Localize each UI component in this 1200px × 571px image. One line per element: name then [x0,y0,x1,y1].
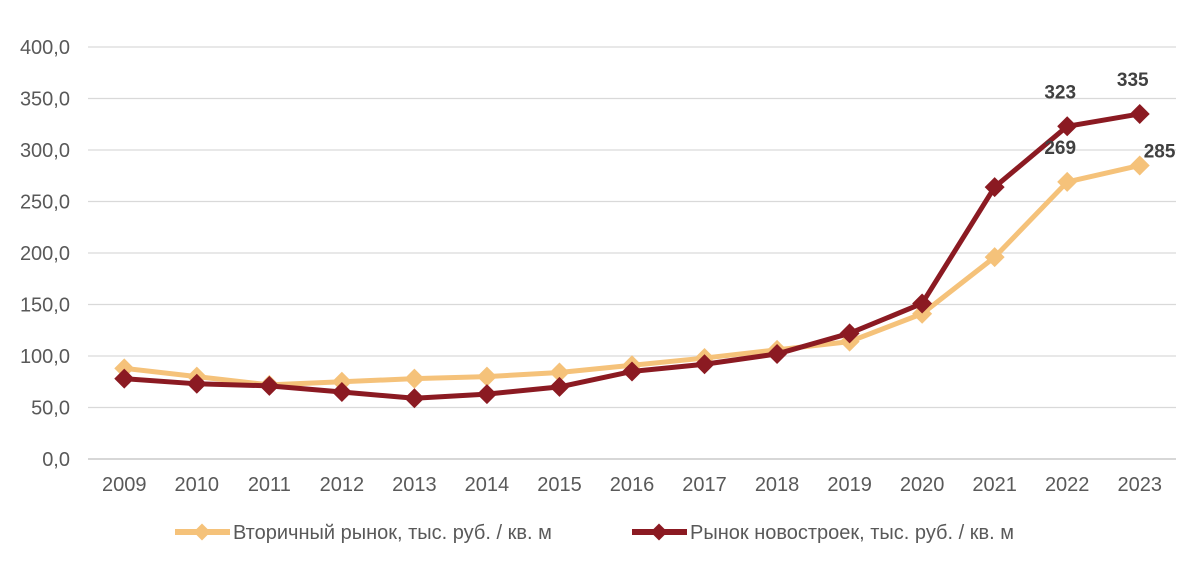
data-point-marker [767,343,788,364]
legend-label-new-buildings: Рынок новостроек, тыс. руб. / кв. м [690,522,1014,544]
legend-item-new-buildings: Рынок новостроек, тыс. руб. / кв. м [632,522,1014,544]
gridlines [88,46,1176,460]
legend-swatch-marker [650,523,668,541]
data-label: 323 [1044,82,1076,103]
legend-swatch-marker [193,523,211,541]
data-point-marker [404,388,425,409]
data-point-marker [984,247,1005,268]
legend-item-secondary-market: Вторичный рынок, тыс. руб. / кв. м [175,522,552,544]
x-tick-label: 2017 [682,474,727,496]
y-tick-label: 300,0 [20,140,70,162]
data-point-marker [549,376,570,397]
y-tick-label: 0,0 [42,449,70,471]
x-tick-label: 2020 [900,474,945,496]
data-point-marker [694,354,715,375]
data-point-marker [549,362,570,383]
y-tick-label: 250,0 [20,192,70,214]
x-tick-label: 2013 [392,474,437,496]
legend-label-secondary-market: Вторичный рынок, тыс. руб. / кв. м [233,522,552,544]
x-tick-label: 2016 [610,474,655,496]
series-1 [114,103,1150,409]
y-tick-label: 350,0 [20,89,70,111]
y-tick-label: 150,0 [20,295,70,317]
data-point-marker [1129,155,1150,176]
data-point-marker [476,366,497,387]
data-point-marker [476,384,497,405]
x-tick-label: 2023 [1117,474,1162,496]
data-point-marker [984,177,1005,198]
data-label: 335 [1117,70,1149,91]
x-tick-label: 2009 [102,474,147,496]
y-axis-labels: 0,0 50,0 100,0 150,0 200,0 250,0 300,0 350,0 400… [20,37,70,471]
data-point-marker [912,293,933,314]
data-point-marker [1057,171,1078,192]
x-tick-label: 2011 [248,474,291,496]
data-point-marker [259,375,280,396]
x-tick-label: 2022 [1045,474,1090,496]
data-point-marker [114,358,135,379]
data-point-marker [331,382,352,403]
data-point-marker [1057,116,1078,137]
y-tick-label: 400,0 [20,37,70,59]
data-point-marker [839,323,860,344]
x-tick-label: 2012 [320,474,365,496]
y-tick-label: 100,0 [20,346,70,368]
legend: Вторичный рынок, тыс. руб. / кв. м Рынок… [175,522,1014,544]
data-label: 269 [1044,138,1076,159]
data-point-marker [1129,103,1150,124]
x-tick-label: 2014 [465,474,510,496]
data-labels: 269 285 323 335 [1044,70,1176,163]
x-tick-label: 2015 [537,474,582,496]
data-point-marker [912,303,933,324]
data-point-marker [186,373,207,394]
y-tick-label: 50,0 [31,398,70,420]
x-tick-label: 2019 [827,474,872,496]
x-tick-label: 2021 [972,474,1017,496]
y-tick-label: 200,0 [20,243,70,265]
series-group [114,103,1150,409]
data-label: 285 [1144,141,1176,162]
data-point-marker [114,368,135,389]
x-axis-labels: 2009 2010 2011 2012 2013 2014 2015 2016 2017 2018… [102,474,1162,496]
data-point-marker [404,368,425,389]
x-tick-label: 2018 [755,474,800,496]
x-tick-label: 2010 [175,474,220,496]
data-point-marker [331,371,352,392]
data-point-marker [622,361,642,382]
